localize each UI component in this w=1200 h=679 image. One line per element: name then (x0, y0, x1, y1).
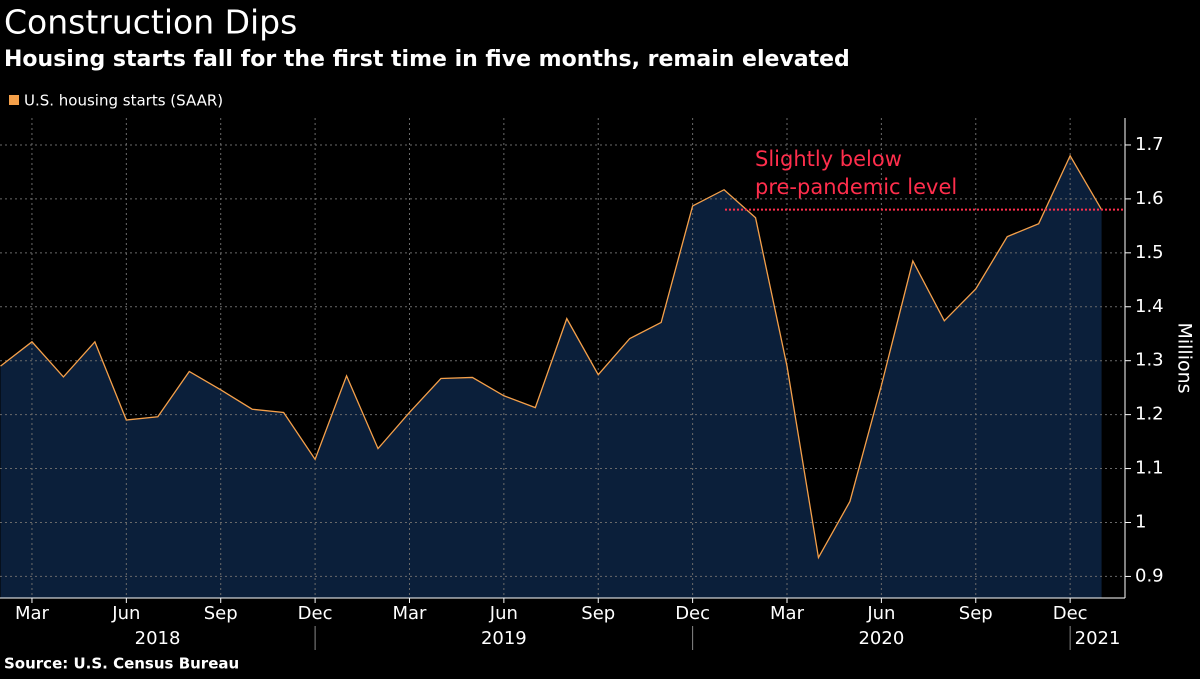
x-tick-label: Jun (111, 603, 140, 624)
legend-swatch (9, 95, 19, 105)
annotation: pre-pandemic level (755, 175, 957, 199)
year-label: 2018 (135, 628, 181, 649)
chart-subtitle: Housing starts fall for the first time i… (4, 47, 850, 72)
year-label: 2019 (481, 628, 527, 649)
x-tick-label: Sep (581, 603, 615, 624)
y-tick-label: 1.4 (1135, 296, 1164, 317)
x-tick-label: Mar (15, 603, 50, 624)
x-tick-label: Jun (866, 603, 895, 624)
y-tick-label: 1.3 (1135, 350, 1164, 371)
year-label: 2020 (858, 628, 904, 649)
line (0, 154, 1103, 560)
y-tick-label: 1.7 (1135, 134, 1164, 155)
y-tick-label: 1.1 (1135, 458, 1164, 479)
legend-label: U.S. housing starts (SAAR) (24, 92, 223, 110)
y-tick-label: 1.5 (1135, 242, 1164, 263)
x-tick-label: Mar (392, 603, 427, 624)
y-tick-label: 0.9 (1135, 565, 1164, 586)
chart-title: Construction Dips (4, 3, 297, 42)
source: Source: U.S. Census Bureau (4, 655, 239, 673)
y-tick-label: 1 (1135, 511, 1146, 532)
y-tick-label: 1.6 (1135, 188, 1164, 209)
x-tick-label: Mar (770, 603, 805, 624)
x-tick-label: Dec (1053, 603, 1088, 624)
x-tick-label: Dec (298, 603, 333, 624)
area (0, 155, 1102, 598)
year-label: 2021 (1075, 628, 1121, 649)
x-tick-label: Sep (959, 603, 993, 624)
x-tick-label: Jun (489, 603, 518, 624)
y-axis-label: Millions (1174, 322, 1196, 393)
x-tick-label: Sep (204, 603, 238, 624)
y-tick-label: 1.2 (1135, 404, 1164, 425)
plot (0, 118, 1125, 598)
x-tick-label: Dec (675, 603, 710, 624)
annotation: Slightly below (755, 147, 902, 171)
